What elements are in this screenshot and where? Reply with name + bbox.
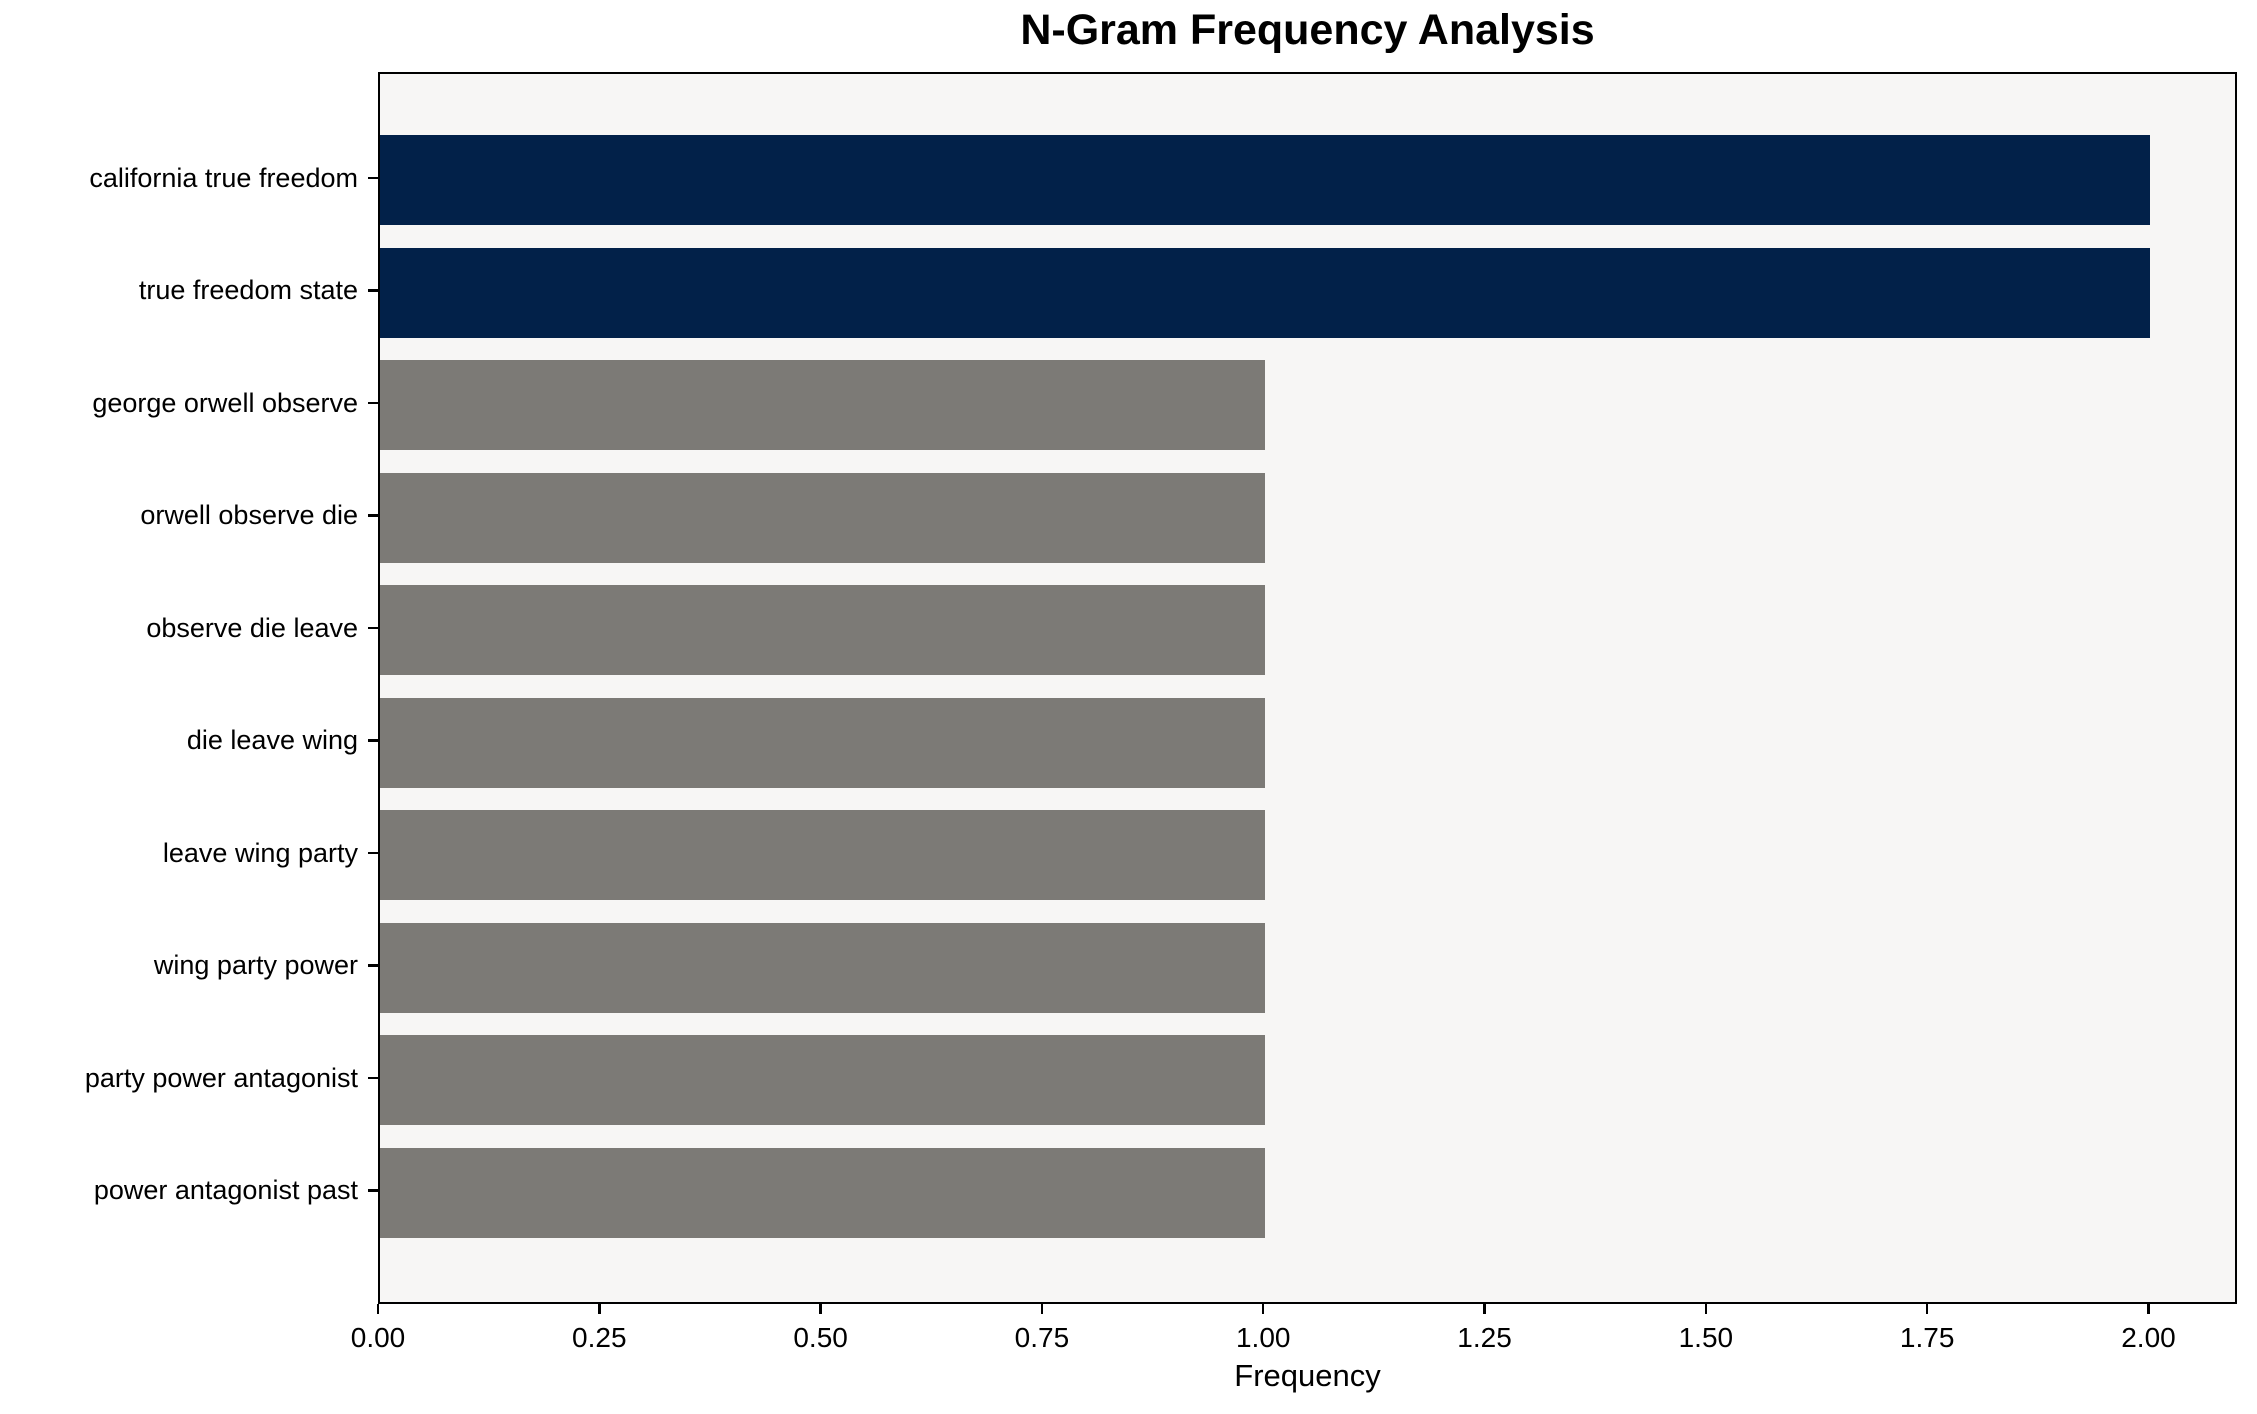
x-tick-label: 0.75 [1014,1322,1070,1353]
x-tick [1925,1304,1929,1314]
y-tick [368,176,378,180]
x-tick [819,1304,822,1314]
y-tick-label: george orwell observe [92,387,358,418]
y-tick-label: power antagonist past [93,1175,358,1205]
x-tick [598,1304,601,1314]
x-tick [2147,1304,2150,1314]
bar-power-antagonist-past [380,1147,1266,1238]
x-tick-label: 0.00 [350,1322,406,1353]
x-tick-label: 1.50 [1678,1322,1734,1353]
y-tick [368,1076,378,1080]
x-tick-label: 1.75 [1899,1322,1955,1353]
bar-die-leave-wing [380,697,1266,788]
y-tick [368,514,378,517]
x-tick-label: 0.25 [572,1322,627,1353]
y-tick-label: california true freedom [89,162,358,193]
y-tick-label: wing party power [153,950,358,980]
x-tick-label: 1.25 [1457,1322,1512,1353]
x-tick [376,1304,380,1314]
x-tick [1261,1304,1265,1314]
chart-title: N-Gram Frequency Analysis [1020,6,1595,54]
y-tick [368,626,378,630]
plot-area [378,72,2237,1304]
x-axis-label: Frequency [1234,1358,1381,1393]
bar-party-power-antagonist [380,1035,1266,1125]
bar-george-orwell-observe [380,360,1266,450]
y-tick [368,964,378,967]
y-tick [368,289,378,292]
y-tick-label: die leave wing [186,725,358,755]
bar-leave-wing-party [380,810,1266,900]
y-tick-label: orwell observe die [140,500,358,530]
x-tick-label: 1.00 [1235,1322,1291,1353]
y-tick-label: leave wing party [162,837,358,868]
y-tick-label: party power antagonist [84,1062,358,1093]
bar-california-true-freedom [380,135,2151,225]
y-tick [368,1189,378,1192]
bar-observe-die-leave [380,585,1266,675]
y-tick [368,401,378,405]
x-tick [1483,1304,1486,1314]
y-tick [368,851,378,855]
y-tick [368,739,378,742]
bar-wing-party-power [380,922,1266,1013]
bar-true-freedom-state [380,247,2151,338]
x-tick-label: 2.00 [2121,1322,2176,1353]
y-tick-label: observe die leave [146,612,358,643]
y-tick-label: true freedom state [138,275,358,305]
x-tick-label: 0.50 [793,1322,848,1353]
x-tick [1704,1304,1708,1314]
bar-orwell-observe-die [380,472,1266,563]
x-tick [1040,1304,1044,1314]
